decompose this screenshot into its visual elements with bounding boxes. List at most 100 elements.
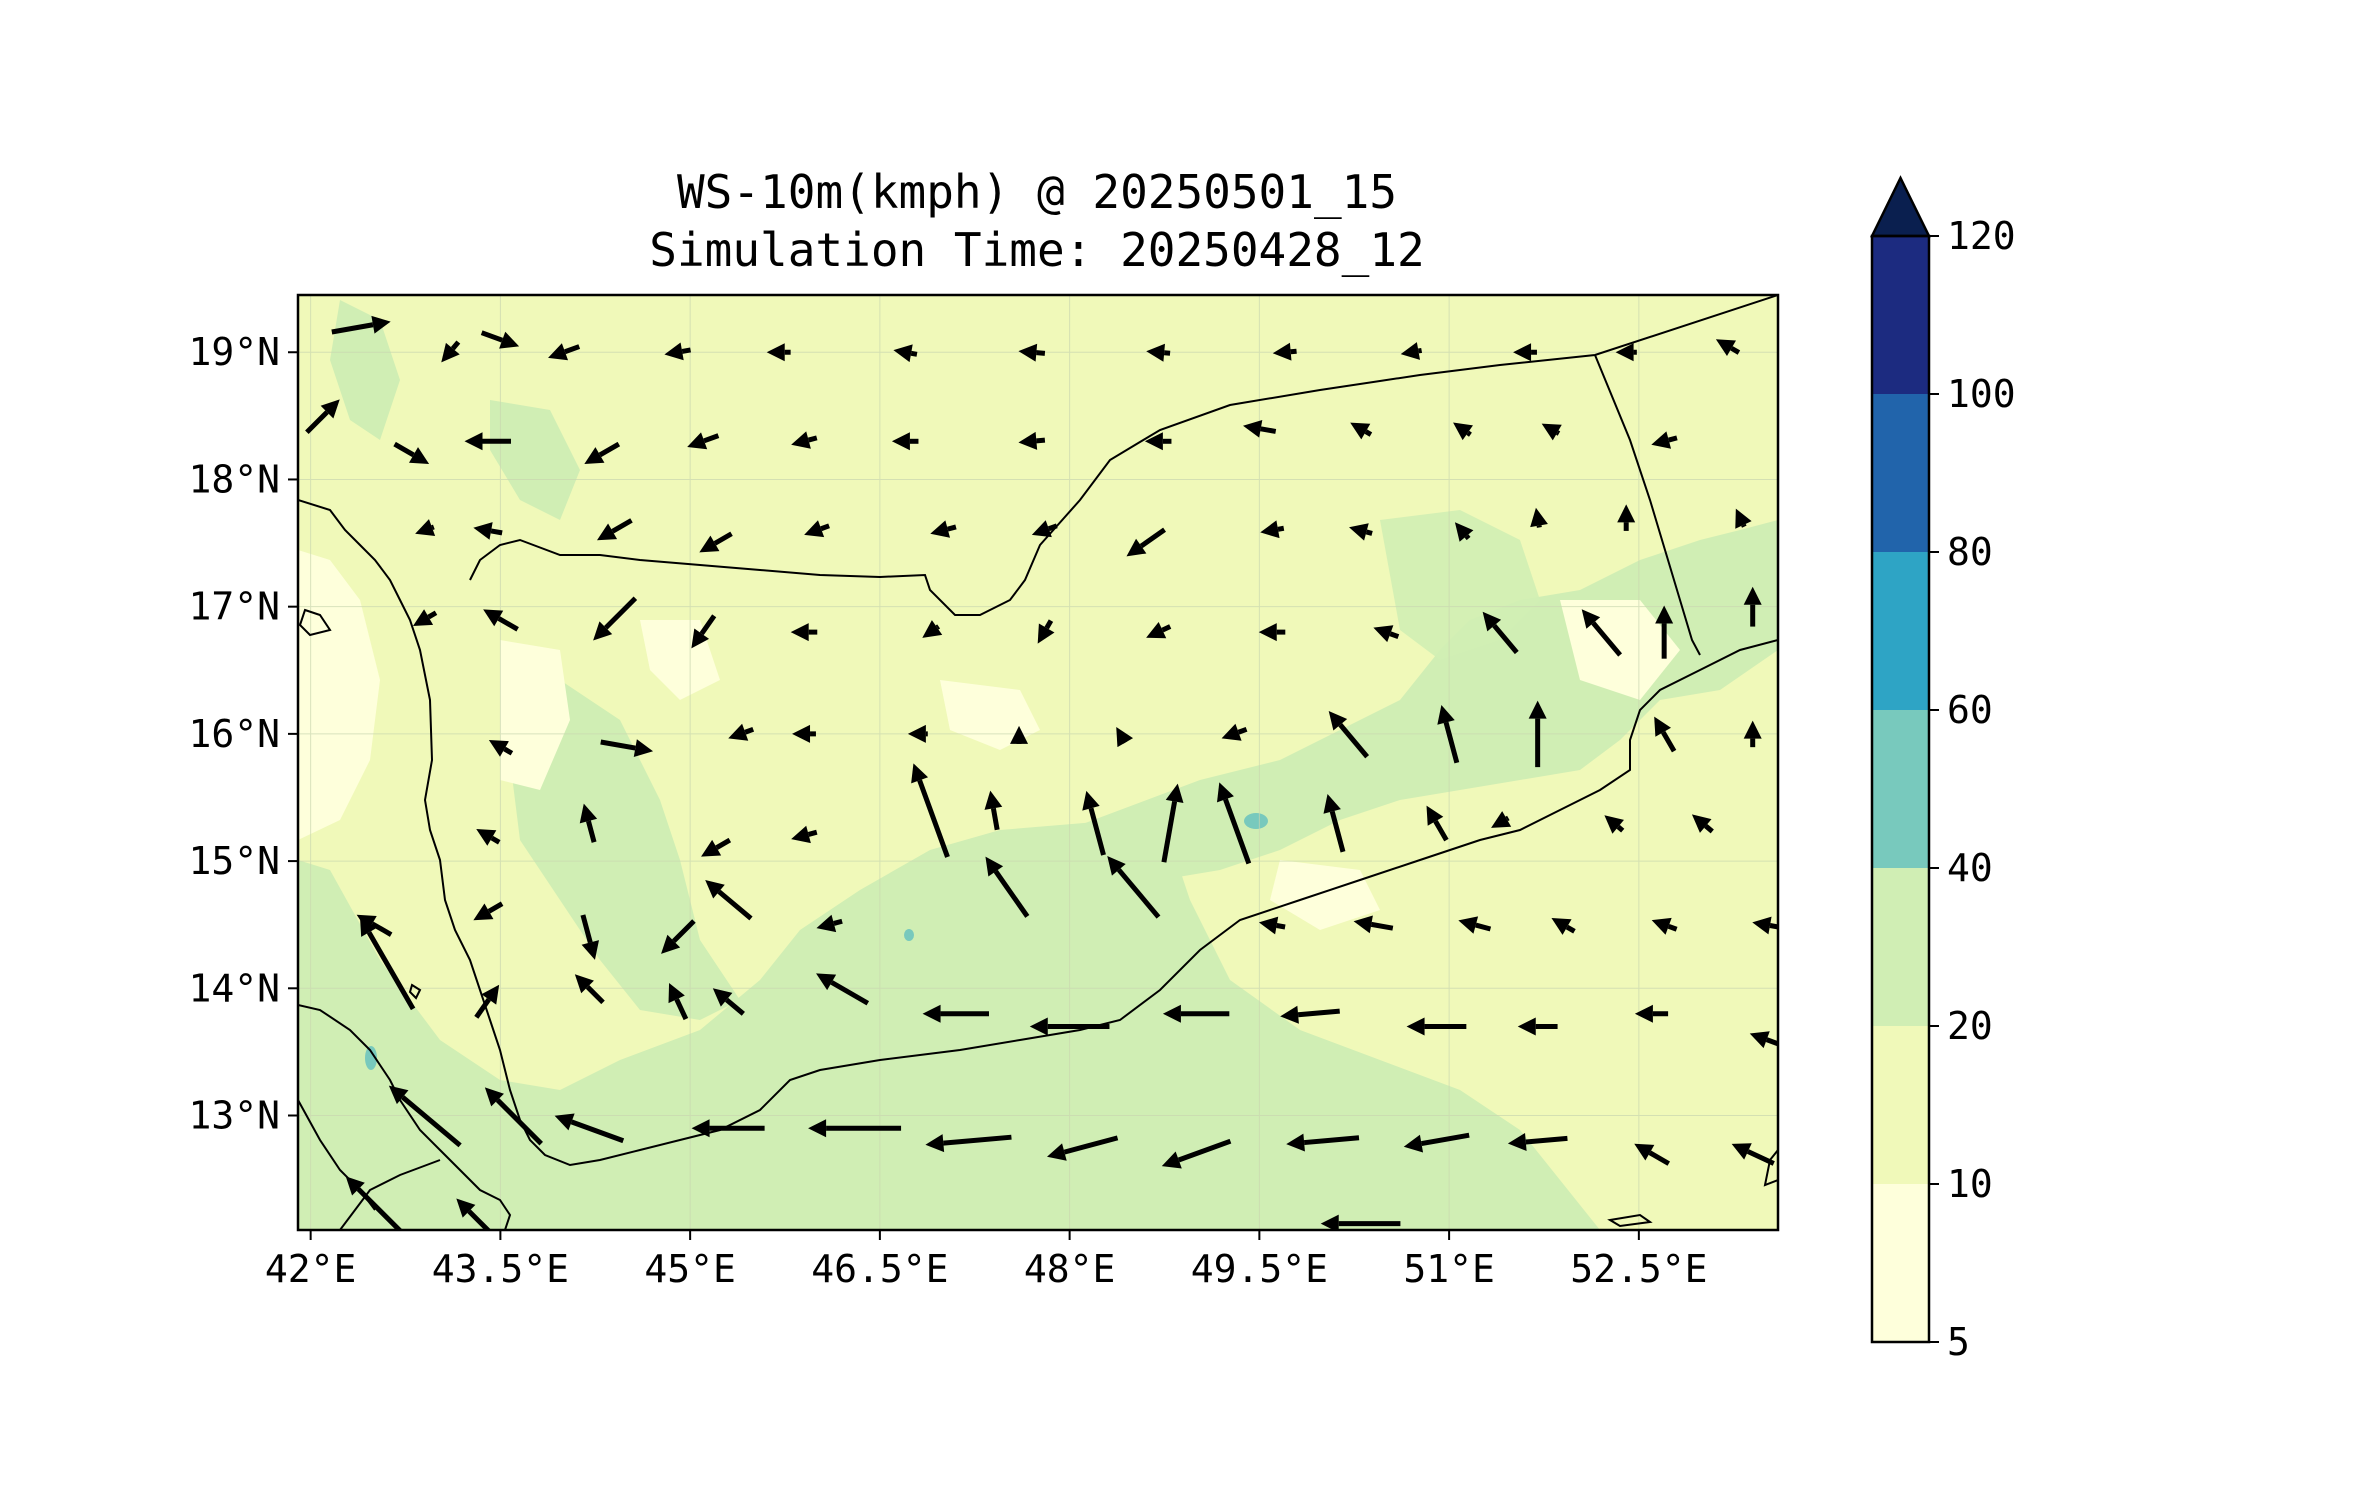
wind-arrow — [1528, 700, 1547, 768]
wind-arrow — [691, 1119, 765, 1138]
y-axis: 13°N 14°N 15°N 16°N 17°N 18°N 19°N — [188, 330, 298, 1138]
colorbar-label: 100 — [1947, 372, 2016, 416]
wind-arrow — [1286, 1133, 1360, 1152]
wind-arrow — [792, 724, 816, 743]
wind-arrow — [816, 914, 843, 933]
wind-arrow — [1373, 625, 1400, 643]
wind-arrow — [1046, 1135, 1119, 1161]
wind-arrow — [728, 723, 755, 741]
wind-arrow — [305, 399, 340, 435]
map-subtitle: Simulation Time: 20250428_12 — [649, 223, 1424, 277]
wind-arrow — [554, 1113, 625, 1144]
wind-arrow — [1146, 343, 1171, 362]
wind-arrow — [415, 519, 436, 537]
wind-arrow — [1781, 426, 1801, 444]
colorbar-segment — [1872, 394, 1929, 552]
colorbar-segment — [1872, 1026, 1929, 1184]
x-tick-label: 51°E — [1403, 1247, 1495, 1291]
wind-arrow — [1781, 521, 1801, 539]
colorbar-segment — [1872, 868, 1929, 1026]
wind-arrow — [1615, 343, 1637, 362]
wind-arrow — [1454, 522, 1474, 542]
wind-arrow — [791, 825, 818, 844]
wind-arrow — [1116, 726, 1134, 748]
wind-arrow — [985, 856, 1030, 918]
map-frame — [296, 293, 1780, 1232]
y-tick-label: 15°N — [188, 839, 280, 883]
wind-arrow — [484, 1087, 543, 1146]
wind-arrow — [1400, 342, 1423, 360]
wind-arrow — [1162, 1004, 1230, 1023]
wind-arrow — [1654, 716, 1677, 753]
wind-arrow — [1403, 1132, 1470, 1153]
x-tick-label: 48°E — [1024, 1247, 1116, 1291]
colorbar-label: 80 — [1947, 530, 1993, 574]
wind-arrow — [930, 520, 957, 538]
wind-arrow — [574, 974, 605, 1005]
gridlines — [298, 295, 1778, 1230]
colorbar-segment — [1872, 1184, 1929, 1342]
wind-arrow — [1018, 343, 1046, 362]
wind-arrow — [1651, 917, 1678, 935]
colorbar-label: 10 — [1947, 1162, 1993, 1206]
coastlines-and-borders — [298, 295, 1778, 1230]
wind-arrow — [1491, 811, 1512, 828]
y-tick-label: 13°N — [188, 1094, 280, 1138]
wind-arrow — [1581, 609, 1623, 657]
wind-arrow — [1260, 520, 1285, 539]
wind-arrow — [1453, 422, 1473, 441]
wind-arrow — [1323, 794, 1346, 853]
x-tick-label: 45°E — [644, 1247, 736, 1291]
wind-arrow — [1655, 605, 1674, 659]
x-tick-label: 49.5°E — [1191, 1247, 1328, 1291]
wind-arrow — [922, 1004, 989, 1023]
wind-arrow — [804, 520, 830, 538]
wind-arrow — [488, 739, 514, 757]
wind-arrow — [1794, 593, 1812, 620]
wind-arrow — [1243, 419, 1277, 438]
colorbar-label: 20 — [1947, 1004, 1993, 1048]
wind-arrow — [1458, 916, 1492, 934]
wind-arrow — [441, 340, 461, 363]
wind-arrow — [1146, 621, 1172, 639]
wind-arrow — [1426, 805, 1449, 842]
wind-arrow — [1507, 1133, 1568, 1151]
wind-arrow — [1353, 915, 1394, 934]
wind-arrow — [1743, 586, 1762, 627]
wind-speed-contours-5-10 — [298, 550, 1680, 930]
wind-arrow — [593, 596, 638, 641]
wind-arrow — [456, 1198, 492, 1230]
colorbar: 5 10 20 40 60 80 100 120 — [1869, 175, 2016, 1364]
wind-speed-contours-40-60 — [365, 813, 1268, 1070]
wind-arrow — [548, 343, 581, 361]
wind-arrow — [699, 531, 733, 553]
wind-arrow — [1482, 611, 1519, 655]
wind-arrow — [1126, 527, 1166, 557]
x-axis: 42°E 43.5°E 45°E 46.5°E 48°E 49.5°E 51°E 52.5°E — [265, 1230, 1707, 1291]
map-panel — [298, 295, 1812, 1230]
wind-arrow — [922, 620, 943, 638]
colorbar-label: 40 — [1947, 846, 1993, 890]
wind-arrow — [473, 522, 503, 540]
wind-arrow — [790, 623, 818, 642]
wind-arrow — [705, 880, 753, 921]
wind-arrow — [664, 342, 692, 361]
wind-arrow — [1010, 725, 1029, 744]
wind-arrow — [1272, 342, 1297, 361]
wind-arrow — [925, 1134, 1012, 1153]
colorbar-segment — [1872, 236, 1929, 394]
wind-arrow — [473, 901, 504, 921]
y-tick-label: 19°N — [188, 330, 280, 374]
wind-arrow — [687, 432, 720, 450]
x-tick-label: 42°E — [265, 1247, 357, 1291]
wind-arrow — [911, 763, 950, 858]
wind-arrow — [480, 330, 520, 349]
wind-arrow — [1161, 783, 1184, 863]
wind-arrow — [1731, 1143, 1775, 1166]
colorbar-segment — [1872, 552, 1929, 710]
wind-arrow — [1221, 723, 1248, 741]
wind-arrow — [1037, 619, 1055, 644]
wind-arrow — [701, 837, 732, 857]
wind-arrow — [356, 914, 393, 937]
wind-arrow — [474, 984, 500, 1019]
